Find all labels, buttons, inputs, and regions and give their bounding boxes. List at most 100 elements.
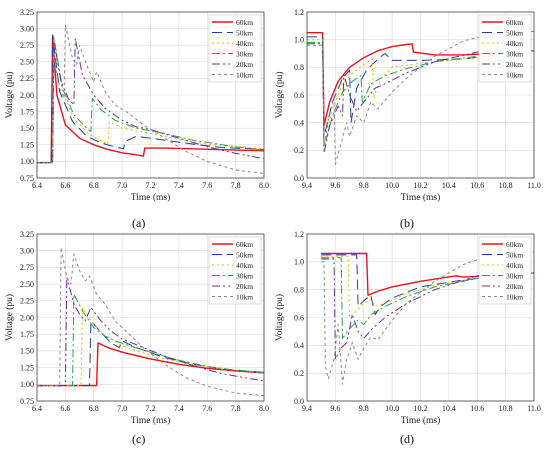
chart-1-y-tick-label: 0.75 xyxy=(20,174,34,183)
chart-2-y-tick-label: 0.2 xyxy=(294,146,304,155)
chart-2-series-60km xyxy=(307,32,535,127)
chart-2-legend-box xyxy=(478,14,532,83)
chart-2-x-tick-label: 10.6 xyxy=(470,181,484,190)
chart-4-legend-label: 50km xyxy=(506,250,523,259)
chart-3-legend-box xyxy=(208,236,262,305)
chart-2-y-axis-label: Voltage (pu) xyxy=(274,71,285,118)
chart-4-x-tick-label: 10.2 xyxy=(414,404,428,413)
chart-1-x-axis-label: Time (ms) xyxy=(131,192,171,203)
chart-4-legend-label: 30km xyxy=(506,271,523,280)
chart-3-legend-label: 60km xyxy=(236,240,253,249)
chart-1: 6.4 6.6 6.8 7.0 7.2 7.4 7.6 7.8 8.0 0.75 1.00 1.25 1… xyxy=(4,8,269,203)
chart-3-legend-label: 50km xyxy=(236,250,253,259)
chart-2-y-tick-label: 0.4 xyxy=(294,118,304,127)
chart-1-y-tick-label: 1.25 xyxy=(20,141,34,150)
caption-b: (b) xyxy=(400,216,414,230)
chart-1-legend-label: 50km xyxy=(236,28,253,37)
chart-2-legend-label: 60km xyxy=(506,18,523,27)
chart-4-series-50km xyxy=(321,254,535,316)
chart-3-frame xyxy=(36,233,265,402)
chart-1-x-tick-label: 7.0 xyxy=(117,181,127,190)
chart-4-legend-label: 10km xyxy=(506,292,523,301)
chart-3-series-60km xyxy=(37,342,265,387)
chart-1-x-tick-label: 7.8 xyxy=(231,181,241,190)
chart-3-x-tick-label: 7.8 xyxy=(231,404,241,413)
chart-1-x-tick-label: 8.0 xyxy=(259,181,269,190)
chart-4-legend-box xyxy=(478,236,532,305)
chart-2-legend-label: 50km xyxy=(506,28,523,37)
caption-d: (d) xyxy=(400,432,414,446)
chart-3-legend-label: 40km xyxy=(236,261,253,270)
chart-4-series-20km xyxy=(321,258,535,360)
chart-2: 9.4 9.6 9.8 10.0 10.2 10.4 10.6 10.8 11.0 0.0 0.2 0… xyxy=(274,8,541,203)
chart-4-x-axis-label: Time (ms) xyxy=(401,415,441,426)
chart-4-y-tick-label: 0.6 xyxy=(294,313,304,322)
chart-2-frame xyxy=(306,11,535,179)
chart-2-x-tick-label: 9.4 xyxy=(302,181,312,190)
chart-3-y-tick-label: 1.50 xyxy=(20,347,34,356)
chart-2-x-tick-label: 10.0 xyxy=(385,181,399,190)
chart-2-y-tick-label: 0.6 xyxy=(294,91,304,100)
chart-4-y-axis-label: Voltage (pu) xyxy=(274,294,285,341)
chart-4-series-60km xyxy=(321,252,535,296)
chart-1-x-tick-label: 7.6 xyxy=(202,181,212,190)
chart-2-x-tick-label: 10.2 xyxy=(414,181,428,190)
chart-3-x-axis-label: Time (ms) xyxy=(131,415,171,426)
chart-3-x-tick-label: 8.0 xyxy=(259,404,269,413)
chart-2-legend-label: 30km xyxy=(506,49,523,58)
chart-3-y-tick-label: 2.25 xyxy=(20,297,34,306)
chart-4-series-40km xyxy=(321,255,535,318)
chart-4-x-tick-label: 9.6 xyxy=(330,404,340,413)
chart-2-x-tick-label: 9.6 xyxy=(330,181,340,190)
chart-1-y-tick-label: 1.50 xyxy=(20,124,34,133)
chart-2-series-10km xyxy=(307,30,535,165)
chart-3-legend-label: 30km xyxy=(236,271,253,280)
chart-4-series-30km xyxy=(321,257,535,339)
chart-3-y-tick-label: 1.75 xyxy=(20,330,34,339)
chart-2-x-tick-label: 10.4 xyxy=(442,181,456,190)
caption-c: (c) xyxy=(132,432,146,446)
chart-3-series-20km xyxy=(37,276,265,387)
chart-4-x-tick-label: 9.8 xyxy=(359,404,369,413)
chart-4-x-tick-label: 10.8 xyxy=(499,404,513,413)
chart-1-x-tick-label: 7.4 xyxy=(174,181,184,190)
chart-1-legend-box xyxy=(208,14,262,83)
chart-2-legend-label: 40km xyxy=(506,39,523,48)
chart-4-y-tick-label: 0.8 xyxy=(294,285,304,294)
chart-3: 6.4 6.6 6.8 7.0 7.2 7.4 7.6 7.8 8.0 0.75 1.00 1.25 1… xyxy=(4,230,269,426)
chart-4-y-tick-label: 1.0 xyxy=(294,258,304,267)
chart-3-y-tick-label: 0.75 xyxy=(20,397,34,406)
chart-1-legend-label: 60km xyxy=(236,18,253,27)
chart-4-x-tick-label: 10.4 xyxy=(442,404,456,413)
chart-1-frame xyxy=(36,11,265,179)
chart-1-y-tick-label: 2.25 xyxy=(20,74,34,83)
chart-3-legend-label: 10km xyxy=(236,292,253,301)
chart-2-x-tick-label: 9.8 xyxy=(359,181,369,190)
chart-4-series-10km xyxy=(321,251,535,385)
chart-4-y-tick-label: 0.2 xyxy=(294,369,304,378)
chart-1-y-tick-label: 3.00 xyxy=(20,24,34,33)
chart-1-y-tick-label: 3.25 xyxy=(20,8,34,17)
chart-2-y-tick-label: 1.2 xyxy=(294,8,304,17)
chart-3-x-tick-label: 7.4 xyxy=(174,404,184,413)
chart-3-series-10km xyxy=(37,246,265,397)
chart-3-x-tick-label: 6.6 xyxy=(60,404,70,413)
chart-4: 9.4 9.6 9.8 10.0 10.2 10.4 10.6 10.8 11.0 0.0 0.2 0… xyxy=(274,230,541,426)
chart-3-series-40km xyxy=(37,307,265,387)
chart-2-legend-label: 10km xyxy=(506,70,523,79)
chart-3-legend-label: 20km xyxy=(236,282,253,291)
chart-1-y-tick-label: 1.75 xyxy=(20,107,34,116)
chart-4-legend-label: 60km xyxy=(506,240,523,249)
chart-3-x-tick-label: 7.0 xyxy=(117,404,127,413)
chart-3-y-axis-label: Voltage (pu) xyxy=(4,294,15,341)
chart-4-x-tick-label: 11.0 xyxy=(527,404,541,413)
chart-3-y-tick-label: 2.00 xyxy=(20,313,34,322)
chart-3-x-tick-label: 7.2 xyxy=(146,404,156,413)
chart-1-y-tick-label: 2.75 xyxy=(20,41,34,50)
chart-3-y-tick-label: 2.75 xyxy=(20,263,34,272)
chart-4-x-tick-label: 10.0 xyxy=(385,404,399,413)
